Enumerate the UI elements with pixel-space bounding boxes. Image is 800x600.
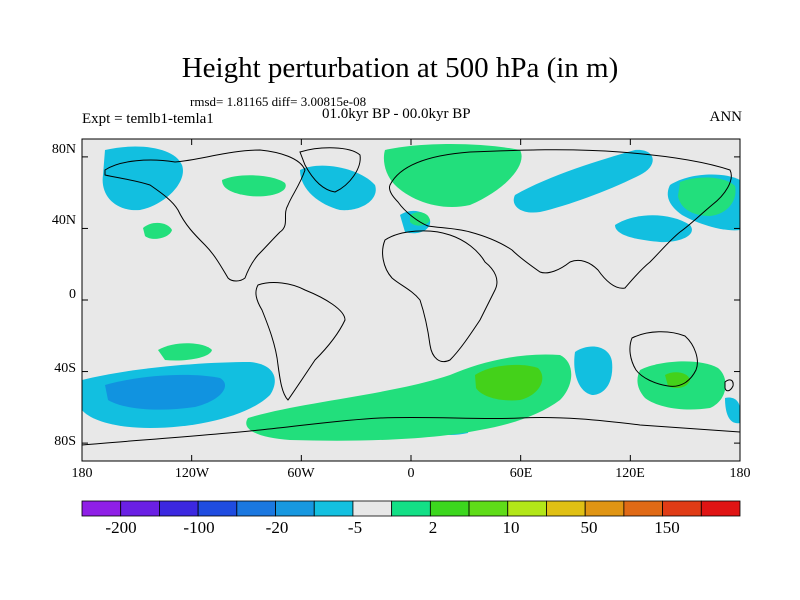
lat-tick-label: 40S	[54, 361, 76, 376]
anomaly-region-pos-north-america	[222, 175, 286, 197]
lon-tick-label: 60E	[509, 466, 533, 481]
anomaly-region-pos-north-east-pacific	[678, 177, 736, 216]
lon-tick-label: 180	[71, 466, 93, 481]
colorbar-label: 50	[580, 518, 598, 537]
coastlines	[82, 147, 740, 446]
colorbar-swatch	[275, 500, 315, 517]
lat-tick-label: 80S	[54, 434, 76, 449]
lon-tick-label: 120E	[615, 466, 645, 481]
coast-africa	[382, 230, 498, 363]
anomaly-region-neg-central-asia	[513, 149, 653, 213]
coast-south-america	[255, 282, 346, 401]
plot-title: Height perturbation at 500 hPa (in m)	[181, 52, 619, 84]
colorbar-swatch	[313, 500, 354, 517]
coast-australia	[629, 331, 698, 387]
colorbar-swatch	[197, 500, 238, 517]
lon-tick-label: 0	[407, 466, 415, 481]
coast-new-zealand	[724, 379, 734, 392]
anomaly-region-pos-europe	[410, 212, 430, 226]
colorbar-swatch	[584, 500, 625, 517]
lon-tick-label: 60W	[287, 466, 315, 481]
anomaly-region-neg-east-asia	[615, 215, 692, 243]
colorbar	[81, 500, 741, 517]
colorbar-swatch	[429, 500, 470, 517]
season-label: ANN	[709, 109, 743, 125]
anomaly-core-neg-south-pacific	[105, 374, 226, 410]
colorbar-swatch	[662, 500, 702, 517]
coast-greenland	[299, 147, 361, 193]
colorbar-label: 2	[428, 518, 438, 537]
colorbar-label: -20	[265, 518, 289, 537]
colorbar-swatch	[623, 500, 663, 517]
lat-tick-label: 0	[69, 287, 76, 302]
colorbar-swatch	[700, 500, 741, 517]
colorbar-label: 10	[502, 518, 520, 537]
colorbar-swatch	[468, 500, 509, 517]
colorbar-swatch	[507, 500, 547, 517]
colorbar-label: -5	[347, 518, 363, 537]
anomaly-region-pos-north-pacific	[143, 222, 172, 239]
colorbar-label: 150	[654, 518, 680, 537]
colorbar-label: -200	[105, 518, 137, 537]
anomaly-field	[82, 144, 740, 441]
anomaly-core-pos-indian-ocean	[475, 364, 543, 401]
colorbar-swatch	[391, 500, 431, 517]
period-label: 01.0kyr BP - 00.0kyr BP	[322, 106, 471, 122]
anomaly-region-neg-south-east-pacific	[725, 397, 740, 424]
coast-eurasia	[389, 149, 732, 289]
colorbar-swatch	[81, 500, 122, 517]
stats-label: rmsd= 1.81165 diff= 3.00815e-08	[190, 94, 367, 109]
anomaly-region-neg-indian-ocean	[574, 346, 613, 395]
colorbar-swatch	[236, 500, 276, 517]
lat-tick-label: 40N	[51, 213, 76, 228]
lon-tick-label: 180	[729, 466, 751, 481]
experiment-label: Expt = temlb1-temla1	[82, 111, 214, 127]
lon-tick-label: 120W	[174, 466, 210, 481]
coast-north-america	[104, 149, 306, 282]
colorbar-swatch	[546, 500, 586, 517]
colorbar-swatch	[352, 500, 393, 517]
anomaly-region-neg-north-atlantic	[300, 165, 376, 211]
anomaly-region-pos-arctic	[383, 144, 522, 208]
colorbar-label: -100	[183, 518, 215, 537]
lat-tick-label: 80N	[51, 142, 76, 157]
colorbar-swatch	[159, 500, 199, 517]
coast-antarctica	[82, 416, 740, 446]
colorbar-swatch	[120, 500, 160, 517]
anomaly-region-pos-east-pacific	[158, 343, 212, 361]
